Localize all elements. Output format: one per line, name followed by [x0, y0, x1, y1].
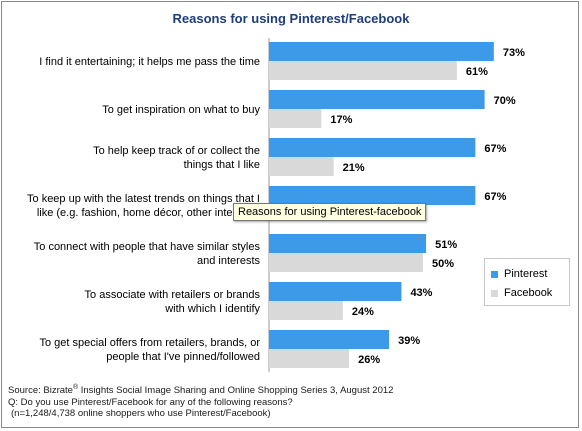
- bar-facebook: [269, 157, 334, 176]
- value-label-facebook: 24%: [352, 306, 374, 318]
- source-footnote: Source: Bizrate® Insights Social Image S…: [8, 382, 393, 420]
- category-label: To keep up with the latest trends on thi…: [27, 193, 260, 205]
- value-label-facebook: 50%: [432, 258, 454, 270]
- source-prefix: Source: Bizrate: [8, 385, 73, 397]
- question-line: Q: Do you use Pinterest/Facebook for any…: [8, 396, 293, 408]
- value-label-pinterest: 70%: [494, 95, 516, 107]
- value-label-pinterest: 51%: [435, 239, 457, 251]
- category-label: To connect with people that have similar…: [34, 241, 261, 253]
- value-label-pinterest: 67%: [484, 143, 506, 155]
- tooltip: Reasons for using Pinterest-facebook: [233, 203, 427, 221]
- bar-pinterest: [269, 282, 402, 301]
- legend-item-pinterest: Pinterest: [491, 267, 547, 281]
- category-label: To help keep track of or collect the: [93, 145, 260, 157]
- category-label: people that I've pinned/followed: [106, 351, 260, 363]
- value-label-facebook: 17%: [330, 114, 352, 126]
- sample-line: (n=1,248/4,738 online shoppers who use P…: [11, 408, 271, 420]
- legend-label-pinterest: Pinterest: [504, 268, 548, 280]
- bar-chart: I find it entertaining; it helps me pass…: [27, 38, 525, 372]
- category-label: To get special offers from retailers, br…: [39, 337, 260, 349]
- category-label: like (e.g. fashion, home décor, other in…: [37, 207, 260, 219]
- bar-facebook: [269, 301, 343, 320]
- source-rest: Insights Social Image Sharing and Online…: [78, 385, 394, 397]
- value-label-facebook: 26%: [358, 354, 380, 366]
- legend-swatch-facebook: [491, 289, 498, 297]
- legend-item-facebook: Facebook: [491, 286, 552, 300]
- bar-facebook: [269, 109, 322, 128]
- legend: Pinterest Facebook: [484, 258, 570, 306]
- bar-facebook: [269, 349, 350, 368]
- category-label: things that I like: [184, 159, 260, 171]
- value-label-facebook: 61%: [466, 66, 488, 78]
- value-label-facebook: 21%: [343, 162, 365, 174]
- legend-swatch-pinterest: [491, 270, 498, 278]
- value-label-pinterest: 67%: [484, 191, 506, 203]
- category-label: and interests: [197, 255, 260, 267]
- category-label: I find it entertaining; it helps me pass…: [39, 56, 260, 68]
- bar-facebook: [269, 61, 457, 80]
- source-line: Source: Bizrate® Insights Social Image S…: [8, 382, 393, 397]
- bar-pinterest: [269, 42, 494, 61]
- value-label-pinterest: 39%: [398, 335, 420, 347]
- bar-facebook: [269, 253, 423, 272]
- bar-pinterest: [269, 234, 427, 253]
- bar-pinterest: [269, 138, 476, 157]
- chart-title: Reasons for using Pinterest/Facebook: [172, 11, 410, 26]
- category-label: with which I identify: [164, 303, 260, 315]
- bar-pinterest: [269, 90, 485, 109]
- value-label-pinterest: 43%: [410, 287, 432, 299]
- category-label: To associate with retailers or brands: [85, 289, 261, 301]
- registered-mark: ®: [72, 384, 79, 391]
- category-label: To get inspiration on what to buy: [102, 104, 260, 116]
- value-label-pinterest: 73%: [503, 47, 525, 59]
- legend-label-facebook: Facebook: [504, 287, 553, 299]
- bar-pinterest: [269, 330, 390, 349]
- bar-pinterest: [269, 186, 476, 205]
